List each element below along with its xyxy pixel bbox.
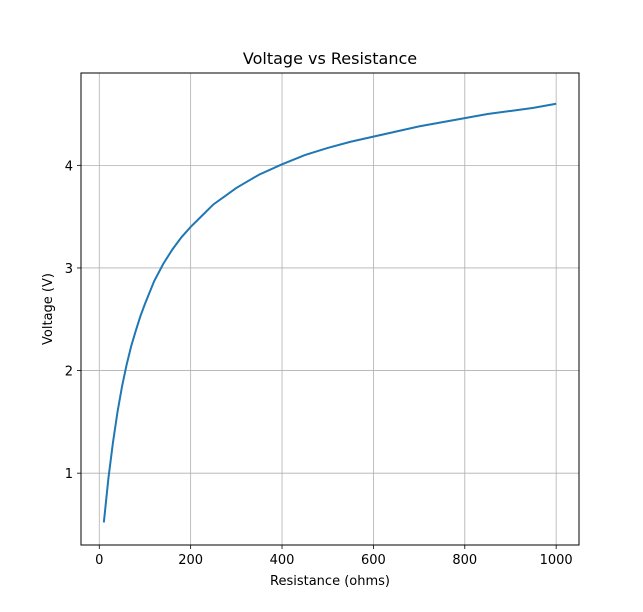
grid-layer <box>81 73 579 545</box>
x-tick-label: 400 <box>270 553 295 568</box>
y-tick-label: 1 <box>65 467 73 482</box>
x-tick-label: 600 <box>361 553 386 568</box>
y-axis-label: Voltage (V) <box>41 273 56 345</box>
y-tick-label: 3 <box>65 262 73 277</box>
plot-frame <box>80 72 580 546</box>
x-tick-label: 1000 <box>540 553 573 568</box>
chart-title: Voltage vs Resistance <box>243 49 417 68</box>
x-tick-label: 0 <box>95 553 103 568</box>
x-axis-label: Resistance (ohms) <box>270 574 390 589</box>
y-tick-label: 2 <box>65 365 73 380</box>
series-line <box>102 102 557 523</box>
y-tick-label: 4 <box>65 159 73 174</box>
x-tick-label: 800 <box>452 553 477 568</box>
tick-layer: 0 200 400 600 800 1000 1 2 3 4 <box>65 159 573 568</box>
x-tick-label: 200 <box>178 553 203 568</box>
